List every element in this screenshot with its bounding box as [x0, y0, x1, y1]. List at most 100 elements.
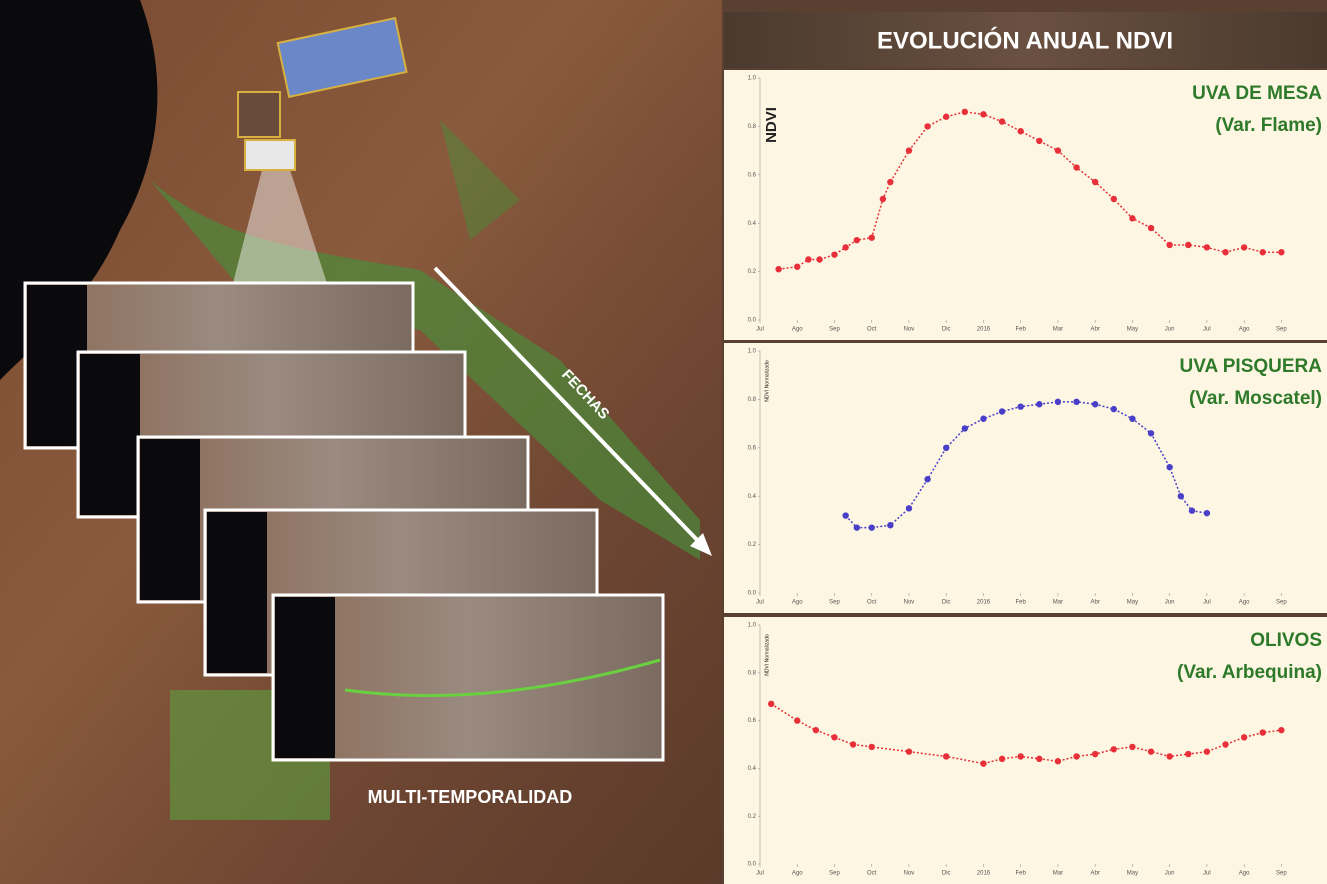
- data-point: [1129, 416, 1135, 422]
- x-tick-label: 2016: [977, 600, 991, 606]
- data-point: [906, 147, 912, 153]
- x-tick-label: Abr: [1091, 871, 1100, 877]
- panel-background: [724, 617, 1327, 884]
- chart-title: UVA DE MESA: [1192, 83, 1322, 104]
- infographic: FECHAS MULTI-TEMPORALIDAD EVOLUCIÓN ANUA…: [0, 0, 1327, 884]
- data-point: [1278, 249, 1284, 255]
- data-point: [924, 476, 930, 482]
- x-tick-label: Oct: [867, 871, 877, 877]
- data-point: [1241, 734, 1247, 740]
- x-tick-label: May: [1127, 600, 1138, 606]
- x-tick-label: Mar: [1053, 871, 1063, 877]
- x-tick-label: Sep: [829, 327, 840, 333]
- data-point: [1055, 758, 1061, 764]
- x-tick-label: Jul: [1203, 600, 1211, 606]
- data-point: [1111, 196, 1117, 202]
- data-point: [980, 760, 986, 766]
- data-point: [854, 524, 860, 530]
- y-tick-label: 0.8: [748, 124, 757, 130]
- data-point: [1036, 401, 1042, 407]
- data-point: [1073, 399, 1079, 405]
- y-axis-label: NDVI Normalizado: [764, 634, 770, 676]
- data-point: [1129, 744, 1135, 750]
- x-tick-label: Sep: [1276, 871, 1287, 877]
- x-tick-label: Jun: [1165, 871, 1175, 877]
- data-point: [999, 118, 1005, 124]
- data-point: [1204, 244, 1210, 250]
- data-point: [1073, 753, 1079, 759]
- data-point: [943, 114, 949, 120]
- data-point: [842, 512, 848, 518]
- data-point: [980, 416, 986, 422]
- x-tick-label: Ago: [1239, 600, 1250, 606]
- x-tick-label: Abr: [1091, 600, 1100, 606]
- data-point: [962, 425, 968, 431]
- x-tick-label: Jul: [756, 327, 764, 333]
- y-axis-label: NDVI: [763, 107, 780, 143]
- x-tick-label: Sep: [829, 600, 840, 606]
- data-point: [906, 748, 912, 754]
- x-tick-label: Ago: [1239, 327, 1250, 333]
- x-tick-label: Nov: [904, 327, 915, 333]
- data-point: [999, 756, 1005, 762]
- y-tick-label: 1.0: [748, 76, 757, 82]
- data-point: [831, 734, 837, 740]
- y-tick-label: 0.8: [748, 397, 757, 403]
- data-point: [775, 266, 781, 272]
- data-point: [794, 717, 800, 723]
- data-point: [805, 256, 811, 262]
- data-point: [1222, 249, 1228, 255]
- y-tick-label: 0.0: [748, 591, 757, 597]
- x-tick-label: Sep: [1276, 327, 1287, 333]
- x-tick-label: Mar: [1053, 600, 1063, 606]
- panel-background: [724, 343, 1327, 613]
- data-point: [943, 753, 949, 759]
- data-point: [1185, 751, 1191, 757]
- x-tick-label: Jul: [756, 871, 764, 877]
- x-tick-label: May: [1127, 327, 1138, 333]
- x-tick-label: 2016: [977, 871, 991, 877]
- y-tick-label: 0.0: [748, 318, 757, 324]
- y-tick-label: 0.4: [748, 766, 757, 772]
- data-point: [1204, 510, 1210, 516]
- data-point: [1055, 399, 1061, 405]
- data-point: [842, 244, 848, 250]
- y-tick-label: 0.0: [748, 862, 757, 868]
- data-point: [869, 744, 875, 750]
- data-point: [1036, 138, 1042, 144]
- x-tick-label: Feb: [1016, 327, 1027, 333]
- y-axis-label: NDVI Normalizado: [764, 360, 770, 402]
- data-point: [1017, 128, 1023, 134]
- data-point: [980, 111, 986, 117]
- data-point: [924, 123, 930, 129]
- x-tick-label: 2016: [977, 327, 991, 333]
- x-tick-label: Sep: [829, 871, 840, 877]
- data-point: [1166, 753, 1172, 759]
- data-point: [880, 196, 886, 202]
- data-point: [999, 408, 1005, 414]
- data-point: [1241, 244, 1247, 250]
- y-tick-label: 0.6: [748, 445, 757, 451]
- satellite-image: FECHAS MULTI-TEMPORALIDAD: [0, 0, 722, 884]
- data-point: [1278, 727, 1284, 733]
- data-point: [1260, 729, 1266, 735]
- data-point: [869, 524, 875, 530]
- data-point: [887, 179, 893, 185]
- chart-subtitle: (Var. Flame): [1215, 115, 1322, 136]
- data-point: [1204, 748, 1210, 754]
- y-tick-label: 0.8: [748, 670, 757, 676]
- data-point: [794, 264, 800, 270]
- y-tick-label: 1.0: [748, 349, 757, 355]
- data-point: [869, 235, 875, 241]
- data-point: [1178, 493, 1184, 499]
- y-tick-label: 0.2: [748, 814, 757, 820]
- header-title: EVOLUCIÓN ANUAL NDVI: [877, 26, 1173, 54]
- data-point: [1036, 756, 1042, 762]
- x-tick-label: Dic: [942, 327, 951, 333]
- x-tick-label: Nov: [904, 600, 915, 606]
- x-tick-label: Oct: [867, 600, 877, 606]
- y-tick-label: 0.6: [748, 172, 757, 178]
- data-point: [1185, 242, 1191, 248]
- data-point: [1092, 179, 1098, 185]
- data-point: [816, 256, 822, 262]
